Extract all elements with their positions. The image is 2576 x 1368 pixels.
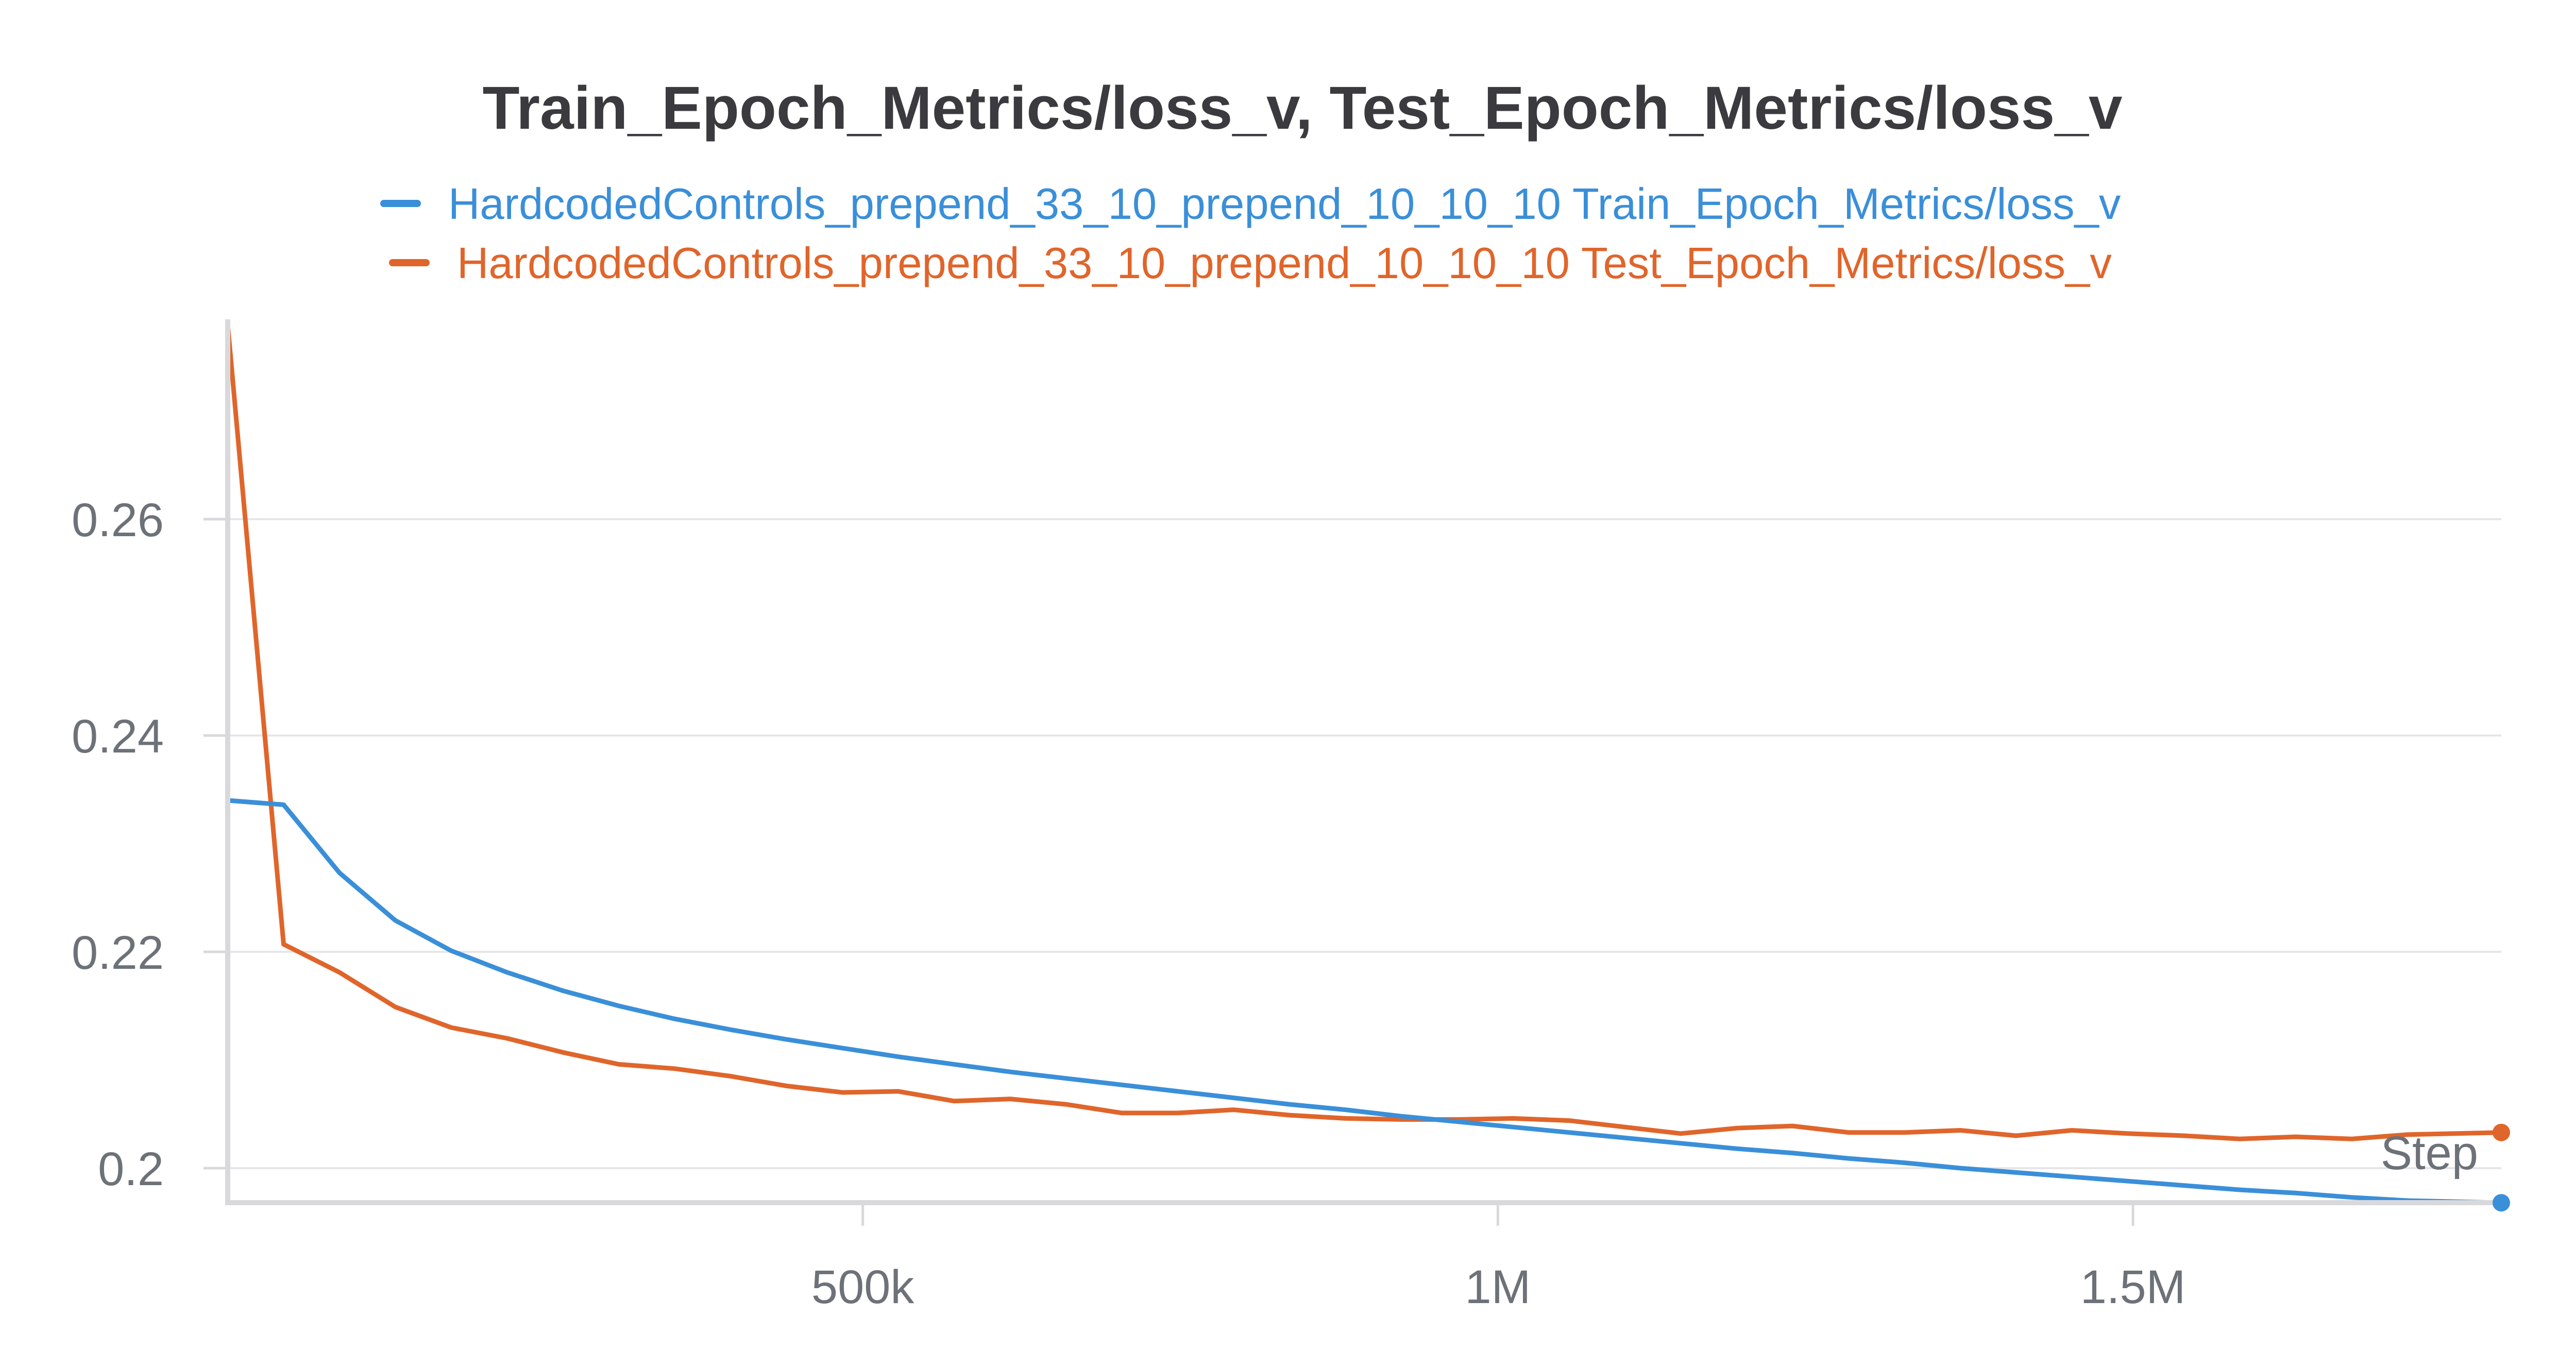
series-end-point-2[interactable]	[2493, 1123, 2510, 1141]
legend: HardcodedControls_prepend_33_10_prepend_…	[380, 180, 2121, 288]
y-tick-label-4: 0.26	[72, 494, 164, 546]
axes	[225, 319, 2501, 1205]
end-markers	[2493, 1123, 2510, 1212]
series-layer	[225, 322, 2504, 1205]
x-axis-label: Step	[2381, 1127, 2478, 1179]
legend-label-1[interactable]: HardcodedControls_prepend_33_10_prepend_…	[448, 180, 2121, 229]
series-line-2[interactable]	[225, 322, 2504, 1141]
tick-labels: 0.2 0.22 0.24 0.26 500k 1M 1.5M	[72, 494, 2185, 1313]
grid	[204, 518, 2501, 1226]
series-end-point-1[interactable]	[2493, 1194, 2510, 1212]
y-tick-label-2: 0.22	[72, 927, 164, 979]
x-tick-label-1: 500k	[811, 1261, 914, 1313]
x-tick-label-2: 1M	[1465, 1261, 1531, 1313]
y-tick-label-3: 0.24	[72, 710, 164, 763]
series-line-1[interactable]	[225, 798, 2504, 1205]
y-tick-label-1: 0.2	[98, 1143, 164, 1195]
legend-label-2[interactable]: HardcodedControls_prepend_33_10_prepend_…	[457, 239, 2112, 288]
x-tick-label-3: 1.5M	[2080, 1261, 2186, 1313]
chart-title: Train_Epoch_Metrics/loss_v, Test_Epoch_M…	[483, 74, 2123, 142]
